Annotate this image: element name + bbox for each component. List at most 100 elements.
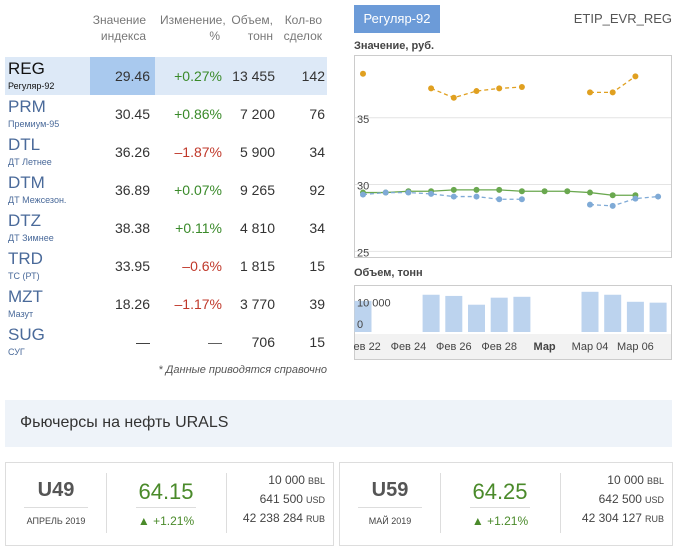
amount-value: 10 000 — [607, 473, 644, 487]
contract-change: ▲ +1.21% — [106, 514, 226, 528]
cell-change: +0.27% — [174, 68, 222, 84]
row-name: ДТ Межсезон. — [8, 195, 67, 205]
divider — [136, 507, 196, 508]
cell-volume: 1 815 — [239, 258, 275, 274]
table-row[interactable]: TRD ТС (РТ) 33.95 –0.6% 1 815 15 — [5, 247, 327, 285]
table-row[interactable]: REG Регуляр-92 29.46 +0.27% 13 455 142 — [5, 57, 327, 95]
cell-volume: 706 — [251, 334, 275, 350]
table-row[interactable]: DTZ ДТ Зимнее 38.38 +0.11% 4 810 34 — [5, 209, 327, 247]
cell-volume: 9 265 — [239, 182, 275, 198]
bar — [354, 300, 372, 332]
series-point — [541, 188, 548, 195]
plot-frame — [354, 55, 672, 258]
cell-value: 18.26 — [114, 296, 150, 312]
amount: 641 500 USD — [260, 492, 325, 506]
column-header: Значение индекса — [92, 13, 146, 43]
divider — [24, 507, 88, 508]
volume-chart: 0 10 000 Фев 22 Фев 24 Фев 26 Фев 28 Мар Мар 04… — [354, 285, 672, 360]
amount: 10 000 BBL — [268, 473, 325, 487]
series-point — [428, 85, 435, 92]
cell-change: –1.87% — [174, 144, 222, 160]
series-point — [405, 189, 412, 196]
cell-value: 29.46 — [90, 57, 155, 95]
series-point — [496, 186, 503, 193]
cell-deals: 15 — [309, 258, 325, 274]
contract-month: АПРЕЛЬ 2019 — [26, 516, 86, 526]
price-chart: 25 30 35 — [354, 55, 672, 258]
series-point — [360, 70, 366, 77]
cell-value: 30.45 — [114, 106, 150, 122]
amount-unit: BBL — [307, 476, 325, 486]
series-point — [632, 73, 639, 80]
amount-value: 10 000 — [268, 473, 305, 487]
change-value: +1.21% — [487, 514, 529, 528]
divider — [470, 507, 530, 508]
series-point — [587, 189, 593, 196]
tab[interactable]: Регуляр-92 — [354, 5, 440, 33]
contract-month: МАЙ 2019 — [368, 516, 412, 526]
divider — [560, 473, 561, 533]
cell-deals: 39 — [309, 296, 325, 312]
cell-deals: 34 — [309, 220, 325, 236]
series-point — [360, 191, 366, 198]
cell-volume: 5 900 — [239, 144, 275, 160]
table-row[interactable]: MZT Мазут 18.26 –1.17% 3 770 39 — [5, 285, 327, 323]
cell-volume: 7 200 — [239, 106, 275, 122]
cell-value: 38.38 — [114, 220, 150, 236]
row-name: Мазут — [8, 309, 34, 319]
amount: 642 500 USD — [599, 492, 664, 506]
cell-volume: 13 455 — [232, 68, 275, 84]
amount-value: 42 304 127 — [581, 511, 642, 525]
cell-change: –1.17% — [174, 296, 222, 312]
row-code: SUG — [8, 325, 45, 344]
amount-unit: RUB — [305, 514, 325, 524]
x-tick-label: Фев 24 — [391, 341, 427, 353]
row-code: REG — [8, 59, 45, 78]
cell-deals: 142 — [301, 68, 325, 84]
cell-deals: 15 — [309, 334, 325, 350]
contract-price: 64.25 — [472, 479, 528, 504]
table-row[interactable]: SUG СУГ — — 706 15 — [5, 323, 327, 361]
row-code: TRD — [8, 249, 43, 268]
cell-change: –0.6% — [182, 258, 222, 274]
amount-value: 642 500 — [598, 492, 642, 506]
instrument-code: ETIP_EVR_REG — [573, 11, 672, 26]
series-point — [450, 186, 457, 193]
index-table: Значение индекса Изменение, % Объем, тонн К… — [0, 0, 330, 390]
price-chart-title: Значение, руб. — [354, 40, 435, 52]
row-code: DTL — [8, 135, 41, 154]
amount-unit: USD — [305, 495, 325, 505]
series-point — [609, 89, 616, 96]
bar — [468, 304, 485, 332]
column-header: Кол-во сделок — [283, 13, 322, 43]
table-note: * Данные приводятся справочно — [158, 364, 327, 376]
bar — [604, 294, 622, 332]
cell-deals: 76 — [309, 106, 325, 122]
bar — [626, 301, 644, 332]
row-name: ДТ Летнее — [8, 157, 52, 167]
futures-card: U49 АПРЕЛЬ 2019 64.15 ▲ +1.21% 10 000 BBL 641 … — [5, 462, 334, 546]
series-point — [450, 193, 457, 200]
y-tick-label: 30 — [357, 181, 369, 193]
table-row[interactable]: PRM Премиум-95 30.45 +0.86% 7 200 76 — [5, 95, 327, 133]
series-point — [473, 193, 480, 200]
amount: 10 000 BBL — [607, 473, 664, 487]
series-point — [518, 188, 525, 195]
amount: 42 238 284 RUB — [243, 511, 325, 525]
bar — [422, 294, 440, 332]
divider — [440, 473, 441, 533]
table-row[interactable]: DTL ДТ Летнее 36.26 –1.87% 5 900 34 — [5, 133, 327, 171]
table-row[interactable]: DTM ДТ Межсезон. 36.89 +0.07% 9 265 92 — [5, 171, 327, 209]
bar — [649, 302, 667, 332]
column-header: Объем, тонн — [231, 13, 273, 43]
cell-value: 36.26 — [114, 144, 150, 160]
cell-change: +0.07% — [174, 182, 222, 198]
contract-code: U49 — [37, 479, 75, 501]
series-point — [473, 88, 480, 95]
series-point — [587, 201, 593, 208]
cell-value: 33.95 — [114, 258, 150, 274]
cell-value: 36.89 — [114, 182, 150, 198]
series-point — [518, 196, 525, 203]
y-tick-label: 10 000 — [357, 298, 391, 310]
